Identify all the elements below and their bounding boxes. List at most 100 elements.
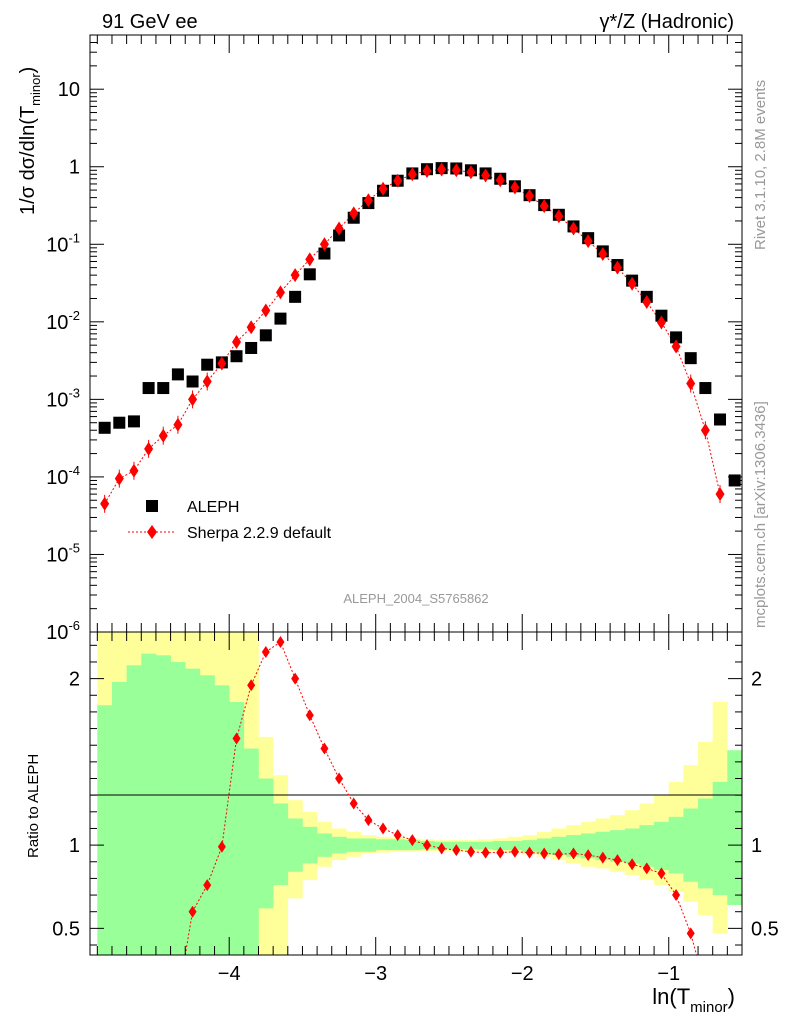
mc-point [144, 441, 154, 456]
main-y-tick-label-base: 10 [58, 79, 80, 101]
ratio-y-tick-label-right: 1 [751, 835, 762, 857]
data-point [98, 421, 111, 434]
legend-data-label: ALEPH [187, 499, 239, 516]
ratio-point [364, 814, 373, 827]
ratio-point [466, 845, 475, 858]
ratio-point [261, 645, 270, 658]
main-y-tick-label-exponent: -1 [68, 230, 80, 245]
mc-point [642, 295, 652, 310]
band-inner-bin [698, 798, 713, 889]
ratio-mc-points [188, 635, 695, 940]
data-point [142, 382, 155, 395]
ratio-point [657, 867, 666, 880]
main-y-tick-label: 10-3 [46, 385, 80, 411]
mc-point [334, 221, 344, 236]
data-point [186, 375, 199, 388]
band-inner-bin [639, 825, 655, 867]
band-inner-bin [712, 781, 728, 896]
mc-point [319, 237, 329, 252]
ratio-point [291, 672, 300, 685]
data-point [245, 341, 258, 354]
ratio-point [598, 851, 607, 864]
ratio-point [672, 889, 681, 902]
ratio-point [510, 845, 519, 858]
main-y-tick-label: 10-4 [46, 463, 80, 489]
band-inner-bin [522, 840, 538, 852]
band-inner-bin [580, 833, 596, 859]
data-point [670, 331, 683, 344]
band-inner-bin [155, 655, 171, 955]
band-inner-bin [214, 685, 230, 955]
mc-point [510, 180, 520, 195]
band-inner-bin [463, 841, 479, 850]
data-point [318, 247, 331, 260]
x-tick-label: −4 [218, 963, 241, 985]
mc-point [246, 320, 256, 335]
band-inner-bin [273, 803, 289, 886]
mc-point [232, 334, 242, 349]
ratio-y-tick-label: 2 [69, 669, 80, 691]
ratio-panel: 0.5 0.5 1 1 2 2 −4 −3 −2 −1 Ratio to ALEPH ln(Tm… [25, 631, 779, 1016]
ratio-point [408, 834, 417, 847]
main-y-axis-label-close: ) [17, 67, 39, 74]
band-inner-bin [126, 665, 142, 955]
x-axis-label: ln(Tminor) [652, 984, 735, 1016]
legend-mc-marker [147, 525, 157, 539]
band-inner-bin [566, 835, 582, 857]
data-point [728, 474, 741, 487]
main-y-tick-label-base: 10 [46, 467, 68, 489]
data-point [127, 415, 140, 428]
ratio-point [554, 848, 563, 861]
ratio-point [613, 854, 622, 867]
mc-point [158, 428, 168, 443]
header-left-label: 91 GeV ee [102, 11, 198, 33]
ratio-point [686, 927, 695, 940]
mc-point [349, 206, 359, 221]
band-inner-bin [390, 839, 406, 851]
main-y-tick-label-base: 10 [46, 389, 68, 411]
mc-point [261, 303, 271, 318]
data-point [259, 329, 272, 342]
main-y-tick-label-base: 10 [46, 544, 68, 566]
band-inner-bin [654, 821, 670, 871]
main-ticks [90, 34, 743, 633]
ratio-point [232, 732, 241, 745]
x-axis-label-main: ln(T [652, 984, 690, 1009]
main-y-tick-label: 10 [58, 79, 80, 101]
mc-point [671, 339, 681, 354]
mc-point [407, 167, 417, 182]
mc-point [539, 199, 549, 214]
band-inner-bin [243, 748, 259, 955]
x-tick-labels: −4 −3 −2 −1 [218, 963, 680, 985]
band-inner-bin [727, 750, 743, 906]
ratio-point [188, 905, 197, 918]
main-frame [89, 34, 743, 633]
mcplots-info-label: mcplots.cern.ch [arXiv:1306.3436] [752, 401, 769, 628]
mc-series-line [104, 169, 721, 505]
band-inner-bin [258, 778, 274, 909]
data-point [230, 350, 243, 363]
data-point [113, 416, 126, 429]
mc-point [525, 188, 535, 203]
mc-point [598, 246, 608, 261]
band-inner-bin [185, 668, 201, 955]
mc-point [700, 423, 710, 438]
data-point [714, 413, 727, 426]
mc-point [275, 285, 285, 300]
ratio-point [525, 846, 534, 859]
band-inner-bin [170, 661, 186, 955]
ratio-point [628, 858, 637, 871]
band-inner-bin [346, 838, 362, 852]
ratio-point [422, 839, 431, 852]
main-y-axis-label-sub: minor [28, 73, 43, 106]
ratio-point [335, 772, 344, 785]
ratio-y-tick-label: 1 [69, 835, 80, 857]
main-y-tick-label: 1 [69, 157, 80, 179]
main-y-tick-label: 10-2 [46, 308, 80, 334]
ratio-point [379, 822, 388, 835]
mc-point [129, 463, 139, 478]
ratio-point [496, 846, 505, 859]
ratio-point [349, 797, 358, 810]
main-y-tick-label-base: 10 [46, 234, 68, 256]
